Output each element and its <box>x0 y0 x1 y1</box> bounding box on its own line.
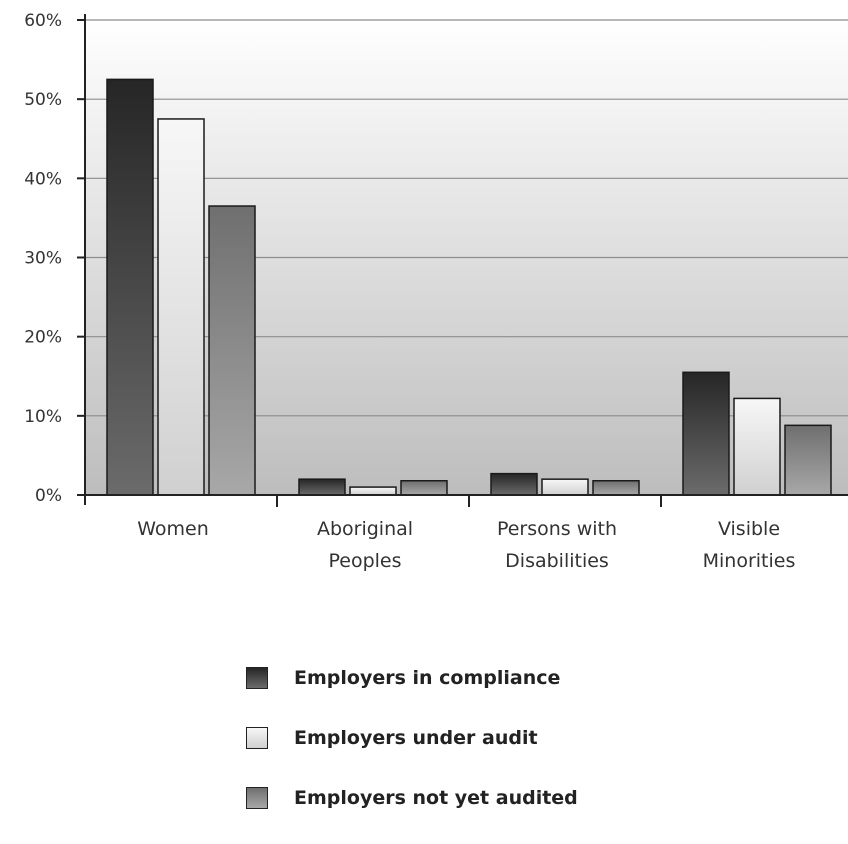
legend-swatch-under-audit <box>246 727 268 749</box>
y-tick-labels: 0% 10% 20% 30% 40% 50% 60% <box>24 11 62 506</box>
bar-aboriginal-peoples-compliance <box>298 478 346 496</box>
category-label-persons-with-disabilities-line-1: Disabilities <box>505 550 609 572</box>
y-tick-label-6: 60% <box>24 11 62 31</box>
legend-label-compliance: Employers in compliance <box>294 667 561 689</box>
legend-item-not-audited: Employers not yet audited <box>246 784 578 812</box>
category-label-aboriginal-peoples-line-1: Peoples <box>328 550 401 572</box>
category-label-persons-with-disabilities-line-0: Persons with <box>497 518 617 540</box>
legend-swatch-compliance <box>246 667 268 689</box>
bar-women-under-audit <box>157 118 205 496</box>
bar-persons-with-disabilities-compliance <box>490 472 538 496</box>
legend: Employers in compliance Employers under … <box>246 664 578 844</box>
bar-aboriginal-peoples-under-audit <box>349 486 397 496</box>
bar-visible-minorities-under-audit <box>733 397 781 496</box>
legend-item-under-audit: Employers under audit <box>246 724 578 752</box>
legend-label-not-audited: Employers not yet audited <box>294 787 578 809</box>
axes <box>77 14 848 507</box>
bar-visible-minorities-not-audited <box>784 424 832 496</box>
bar-visible-minorities-compliance <box>682 371 730 496</box>
bar-women-compliance <box>106 78 154 496</box>
y-tick-label-3: 30% <box>24 249 62 269</box>
y-tick-label-1: 10% <box>24 407 62 427</box>
category-label-visible-minorities-line-1: Minorities <box>703 550 796 572</box>
category-label-visible-minorities-line-0: Visible <box>718 518 780 540</box>
category-label-women-line-0: Women <box>137 518 209 540</box>
bar-persons-with-disabilities-not-audited <box>592 480 640 496</box>
y-tick-label-4: 40% <box>24 169 62 189</box>
y-tick-label-0: 0% <box>35 486 62 506</box>
legend-item-compliance: Employers in compliance <box>246 664 578 692</box>
bar-women-not-audited <box>208 205 256 496</box>
category-labels: Women Aboriginal Peoples Persons with Disabi… <box>137 518 795 572</box>
y-tick-label-2: 20% <box>24 328 62 348</box>
legend-label-under-audit: Employers under audit <box>294 727 538 749</box>
legend-swatch-not-audited <box>246 787 268 809</box>
bar-chart: 0% 10% 20% 30% 40% 50% 60% Women Aboriginal Peop… <box>24 11 848 572</box>
bars <box>106 78 832 496</box>
bar-aboriginal-peoples-not-audited <box>400 480 448 496</box>
bar-persons-with-disabilities-under-audit <box>541 478 589 496</box>
category-label-aboriginal-peoples-line-0: Aboriginal <box>317 518 413 540</box>
y-tick-label-5: 50% <box>24 90 62 110</box>
